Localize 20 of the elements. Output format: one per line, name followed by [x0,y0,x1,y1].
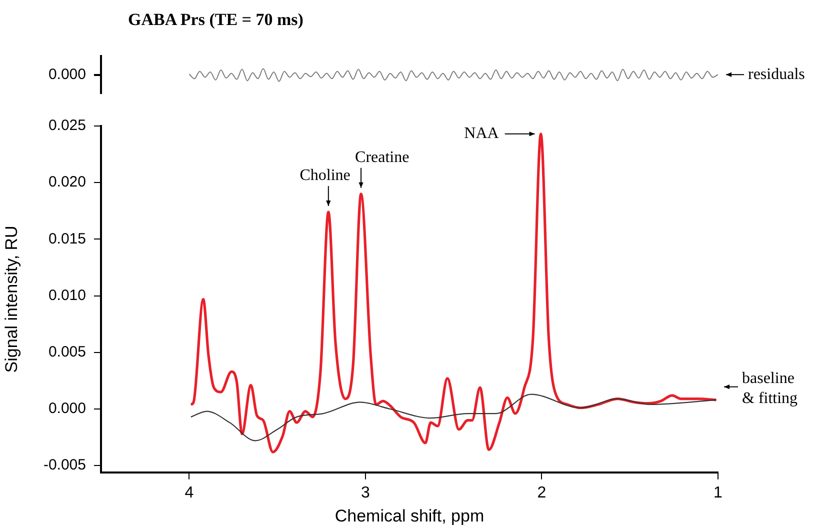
line-series [190,394,717,442]
annotation: Choline [300,167,350,184]
x-tick-label: 1 [714,484,723,502]
annotation: baseline & fitting [742,370,798,408]
y-axis-title: Signal intensity, RU [2,226,21,373]
y-tick-label: 0.015 [48,230,86,248]
x-tick-label: 4 [184,484,194,502]
y-tick-label: 0.005 [48,344,86,361]
chart-title: GABA Prs (TE = 70 ms) [128,10,304,30]
annotation: NAA [464,125,500,142]
y-tick-label: 0.025 [48,117,86,134]
series-label: residuals [748,66,805,83]
y-tick-label: -0.005 [43,456,86,474]
x-tick-label: 3 [360,484,370,502]
y-tick-label: 0.010 [48,286,86,304]
annotation: Creatine [355,149,410,166]
y-tick-label: 0.000 [48,400,86,418]
x-tick-label: 2 [537,484,546,502]
x-axis-title: Chemical shift, ppm [334,506,484,526]
y-tick-label: 0.020 [48,174,86,191]
